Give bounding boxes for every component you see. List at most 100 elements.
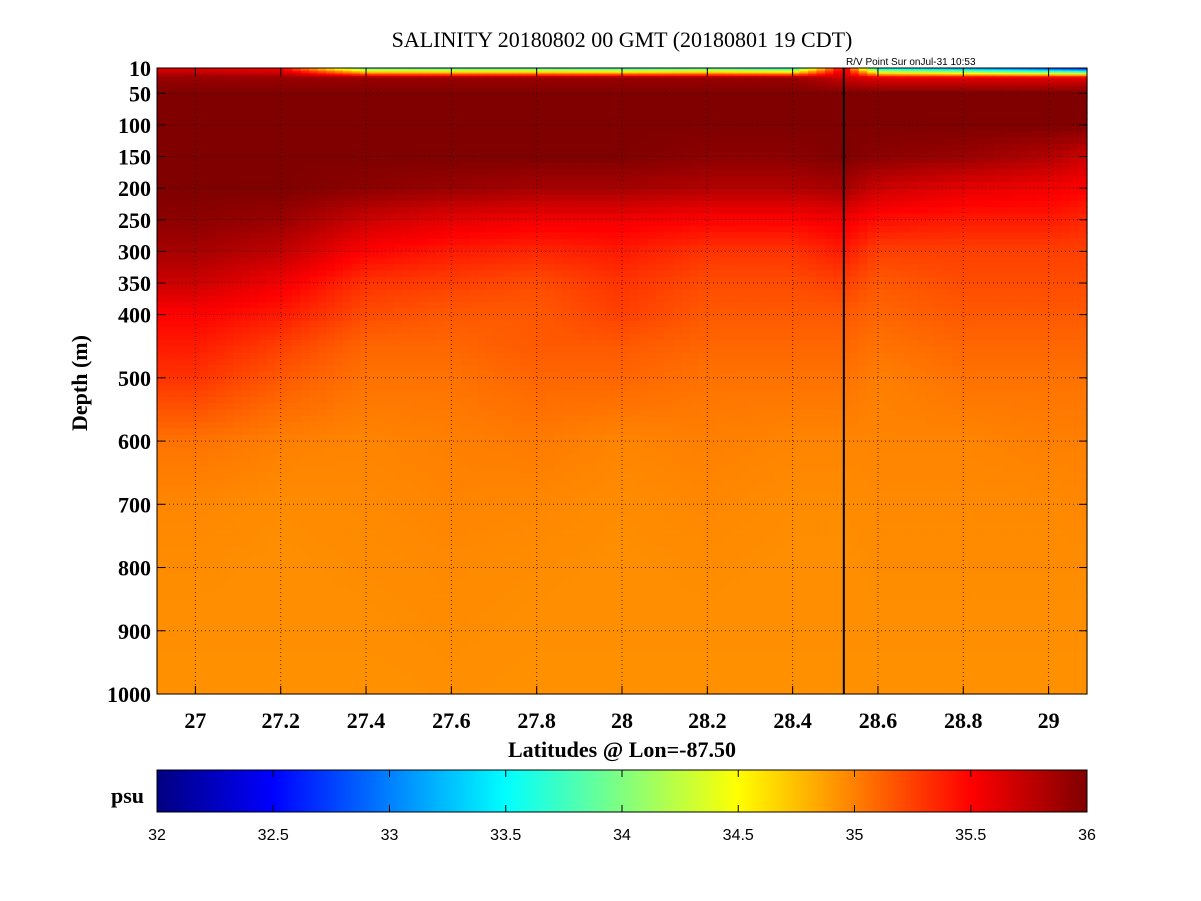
heatmap-cell	[698, 169, 708, 177]
heatmap-cell	[1010, 105, 1020, 113]
heatmap-cell	[444, 200, 454, 208]
heatmap-cell	[385, 75, 395, 79]
heatmap-cell	[165, 137, 175, 145]
heatmap-cell	[1061, 71, 1071, 74]
heatmap-cell	[579, 226, 589, 233]
heatmap-cell	[808, 68, 818, 71]
heatmap-cell	[841, 137, 851, 145]
heatmap-cell	[858, 86, 868, 90]
heatmap-cell	[486, 200, 496, 208]
heatmap-cell	[622, 213, 632, 221]
heatmap-cell	[554, 79, 564, 82]
heatmap-cell	[816, 98, 826, 101]
heatmap-cell	[698, 181, 708, 189]
heatmap-cell	[199, 79, 209, 82]
heatmap-cell	[554, 112, 564, 120]
heatmap-cell	[258, 98, 268, 101]
heatmap-cell	[300, 207, 310, 215]
heatmap-cell	[317, 99, 327, 107]
heatmap-cell	[689, 77, 699, 80]
heatmap-cell	[1061, 251, 1071, 259]
heatmap-cell	[892, 169, 902, 177]
heatmap-cell	[1044, 124, 1054, 132]
heatmap-cell	[1036, 77, 1046, 80]
heatmap-cell	[368, 79, 378, 82]
heatmap-cell	[994, 88, 1004, 91]
heatmap-cell	[190, 137, 200, 145]
heatmap-cell	[562, 232, 572, 240]
heatmap-cell	[503, 74, 513, 77]
heatmap-cell	[808, 251, 818, 259]
heatmap-cell	[943, 98, 953, 101]
heatmap-cell	[444, 143, 454, 151]
heatmap-cell	[520, 71, 530, 74]
heatmap-cell	[173, 150, 183, 158]
heatmap-cell	[368, 156, 378, 164]
heatmap-cell	[824, 150, 834, 158]
heatmap-cell	[571, 93, 581, 96]
heatmap-cell	[951, 251, 961, 259]
heatmap-cell	[782, 94, 792, 98]
heatmap-cell	[968, 105, 978, 113]
heatmap-cell	[402, 238, 412, 246]
heatmap-cell	[638, 194, 648, 202]
heatmap-cell	[850, 80, 860, 83]
heatmap-cell	[841, 74, 851, 77]
heatmap-cell	[647, 143, 657, 151]
heatmap-cell	[596, 69, 606, 72]
heatmap-cell	[816, 124, 826, 132]
heatmap-cell	[757, 124, 767, 132]
heatmap-cell	[1078, 162, 1088, 170]
heatmap-cell	[300, 105, 310, 113]
heatmap-cell	[740, 74, 750, 77]
heatmap-cell	[588, 238, 598, 246]
heatmap-cell	[833, 150, 843, 158]
heatmap-cell	[917, 156, 927, 164]
heatmap-cell	[343, 91, 353, 94]
heatmap-cell	[359, 232, 369, 240]
heatmap-cell	[943, 71, 953, 74]
heatmap-cell	[478, 175, 488, 183]
heatmap-cell	[1036, 200, 1046, 208]
heatmap-cell	[1061, 80, 1071, 83]
heatmap-cell	[740, 245, 750, 252]
heatmap-cell	[824, 188, 834, 196]
heatmap-cell	[216, 232, 226, 240]
heatmap-cell	[520, 118, 530, 126]
heatmap-cell	[410, 238, 420, 246]
heatmap-cell	[1078, 98, 1088, 101]
heatmap-cell	[799, 82, 809, 85]
heatmap-cell	[300, 226, 310, 233]
heatmap-cell	[731, 169, 741, 177]
heatmap-cell	[250, 162, 260, 170]
heatmap-cell	[698, 75, 708, 79]
heatmap-cell	[233, 219, 243, 227]
heatmap-cell	[309, 169, 319, 177]
heatmap-cell	[309, 188, 319, 196]
heatmap-cell	[326, 213, 336, 221]
heatmap-cell	[951, 169, 961, 177]
heatmap-cell	[596, 181, 606, 189]
heatmap-cell	[283, 105, 293, 113]
heatmap-cell	[1070, 105, 1080, 113]
heatmap-cell	[655, 80, 665, 83]
heatmap-cell	[1027, 124, 1037, 132]
heatmap-cell	[630, 194, 640, 202]
heatmap-cell	[520, 207, 530, 215]
heatmap-cell	[317, 91, 327, 94]
heatmap-cell	[224, 69, 234, 72]
heatmap-cell	[858, 93, 868, 96]
heatmap-cell	[875, 188, 885, 196]
heatmap-cell	[664, 80, 674, 83]
heatmap-cell	[605, 80, 615, 83]
heatmap-cell	[723, 200, 733, 208]
heatmap-cell	[757, 86, 767, 90]
heatmap-cell	[943, 131, 953, 139]
heatmap-cell	[1002, 169, 1012, 177]
heatmap-cell	[706, 98, 716, 101]
heatmap-cell	[1078, 188, 1088, 196]
heatmap-cell	[520, 194, 530, 202]
heatmap-cell	[985, 96, 995, 99]
heatmap-cell	[748, 207, 758, 215]
heatmap-cell	[681, 143, 691, 151]
